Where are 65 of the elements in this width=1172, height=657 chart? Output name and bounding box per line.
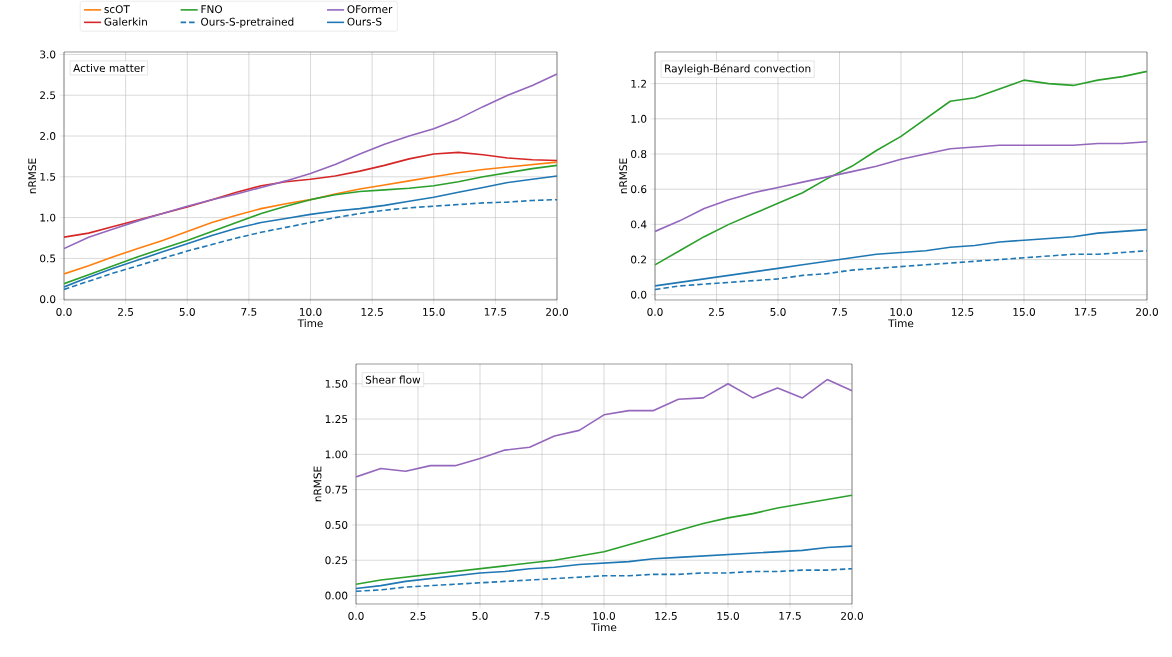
x-tick-label: 17.5 — [1074, 307, 1097, 316]
x-tick-label: 20.0 — [841, 611, 863, 620]
x-tick-label: 15.0 — [1013, 307, 1035, 316]
x-tick-label: 2.5 — [708, 307, 724, 316]
x-tick-label: 10.0 — [593, 611, 615, 620]
annotation: Rayleigh-Bénard convection — [665, 63, 811, 75]
y-tick-label: 1.5 — [40, 172, 56, 181]
x-tick-label: 10.0 — [890, 307, 912, 316]
x-axis-title: Time — [888, 319, 914, 328]
legend-label: OFormer — [347, 5, 393, 14]
y-tick-label: 1.2 — [631, 79, 646, 88]
y-axis-title: nRMSE — [28, 158, 37, 194]
x-tick-label: 10.0 — [299, 307, 322, 316]
line-series — [64, 151, 558, 238]
x-tick-label: 0.0 — [348, 611, 364, 620]
x-tick-label: 12.5 — [361, 307, 383, 316]
y-tick-label: 1.50 — [325, 379, 348, 388]
y-tick-label: 0.50 — [325, 520, 348, 529]
x-tick-label: 5.0 — [179, 307, 195, 316]
y-tick-label: 0.25 — [325, 556, 348, 565]
x-tick-label: 15.0 — [717, 611, 739, 620]
x-tick-label: 7.5 — [534, 611, 550, 620]
y-axis-title: nRMSE — [313, 466, 322, 502]
x-tick-label: 17.5 — [484, 307, 507, 316]
y-tick-label: 2.0 — [40, 132, 56, 140]
y-tick-label: 1.0 — [40, 213, 56, 222]
legend-label: Galerkin — [104, 17, 147, 26]
annotation: Active matter — [73, 63, 145, 72]
x-tick-label: 2.5 — [118, 307, 134, 316]
x-tick-label: 17.5 — [779, 611, 801, 620]
y-tick-label: 0.2 — [631, 255, 646, 264]
y-tick-label: 3.0 — [40, 50, 56, 59]
legend-label: FNO — [201, 5, 223, 14]
x-axis-title: Time — [591, 623, 617, 632]
x-tick-label: 2.5 — [410, 611, 426, 620]
x-tick-label: 0.0 — [647, 307, 663, 316]
x-tick-label: 12.5 — [951, 307, 974, 316]
y-tick-label: 0.00 — [325, 591, 348, 600]
x-tick-label: 5.0 — [472, 611, 488, 620]
x-tick-label: 0.0 — [56, 307, 72, 316]
line-series — [64, 73, 558, 250]
x-axis-title: Time — [297, 319, 323, 328]
x-tick-label: 20.0 — [546, 307, 568, 316]
x-tick-label: 7.5 — [241, 307, 257, 316]
y-tick-label: 1.25 — [325, 415, 348, 424]
y-tick-label: 2.5 — [40, 91, 56, 100]
y-tick-label: 0.4 — [631, 220, 647, 229]
y-tick-label: 0.8 — [631, 150, 647, 158]
legend-label: Ours-S — [347, 17, 382, 26]
y-tick-label: 0.5 — [40, 254, 56, 263]
x-tick-label: 5.0 — [770, 307, 786, 316]
x-tick-label: 7.5 — [832, 307, 847, 316]
annotation: Shear flow — [365, 375, 421, 384]
y-tick-label: 0.0 — [631, 290, 647, 299]
y-axis-title: nRMSE — [619, 158, 628, 194]
y-tick-label: 0.6 — [631, 185, 647, 194]
y-tick-label: 1.0 — [631, 114, 647, 123]
x-tick-label: 20.0 — [1136, 307, 1158, 316]
y-tick-label: 0.75 — [325, 485, 348, 494]
y-tick-label: 0.0 — [40, 295, 56, 304]
legend-label: Ours-S-pretrained — [201, 17, 294, 28]
x-tick-label: 12.5 — [655, 611, 677, 620]
legend-label: scOT — [104, 5, 130, 14]
x-tick-label: 15.0 — [423, 307, 445, 316]
y-tick-label: 1.00 — [325, 450, 348, 459]
